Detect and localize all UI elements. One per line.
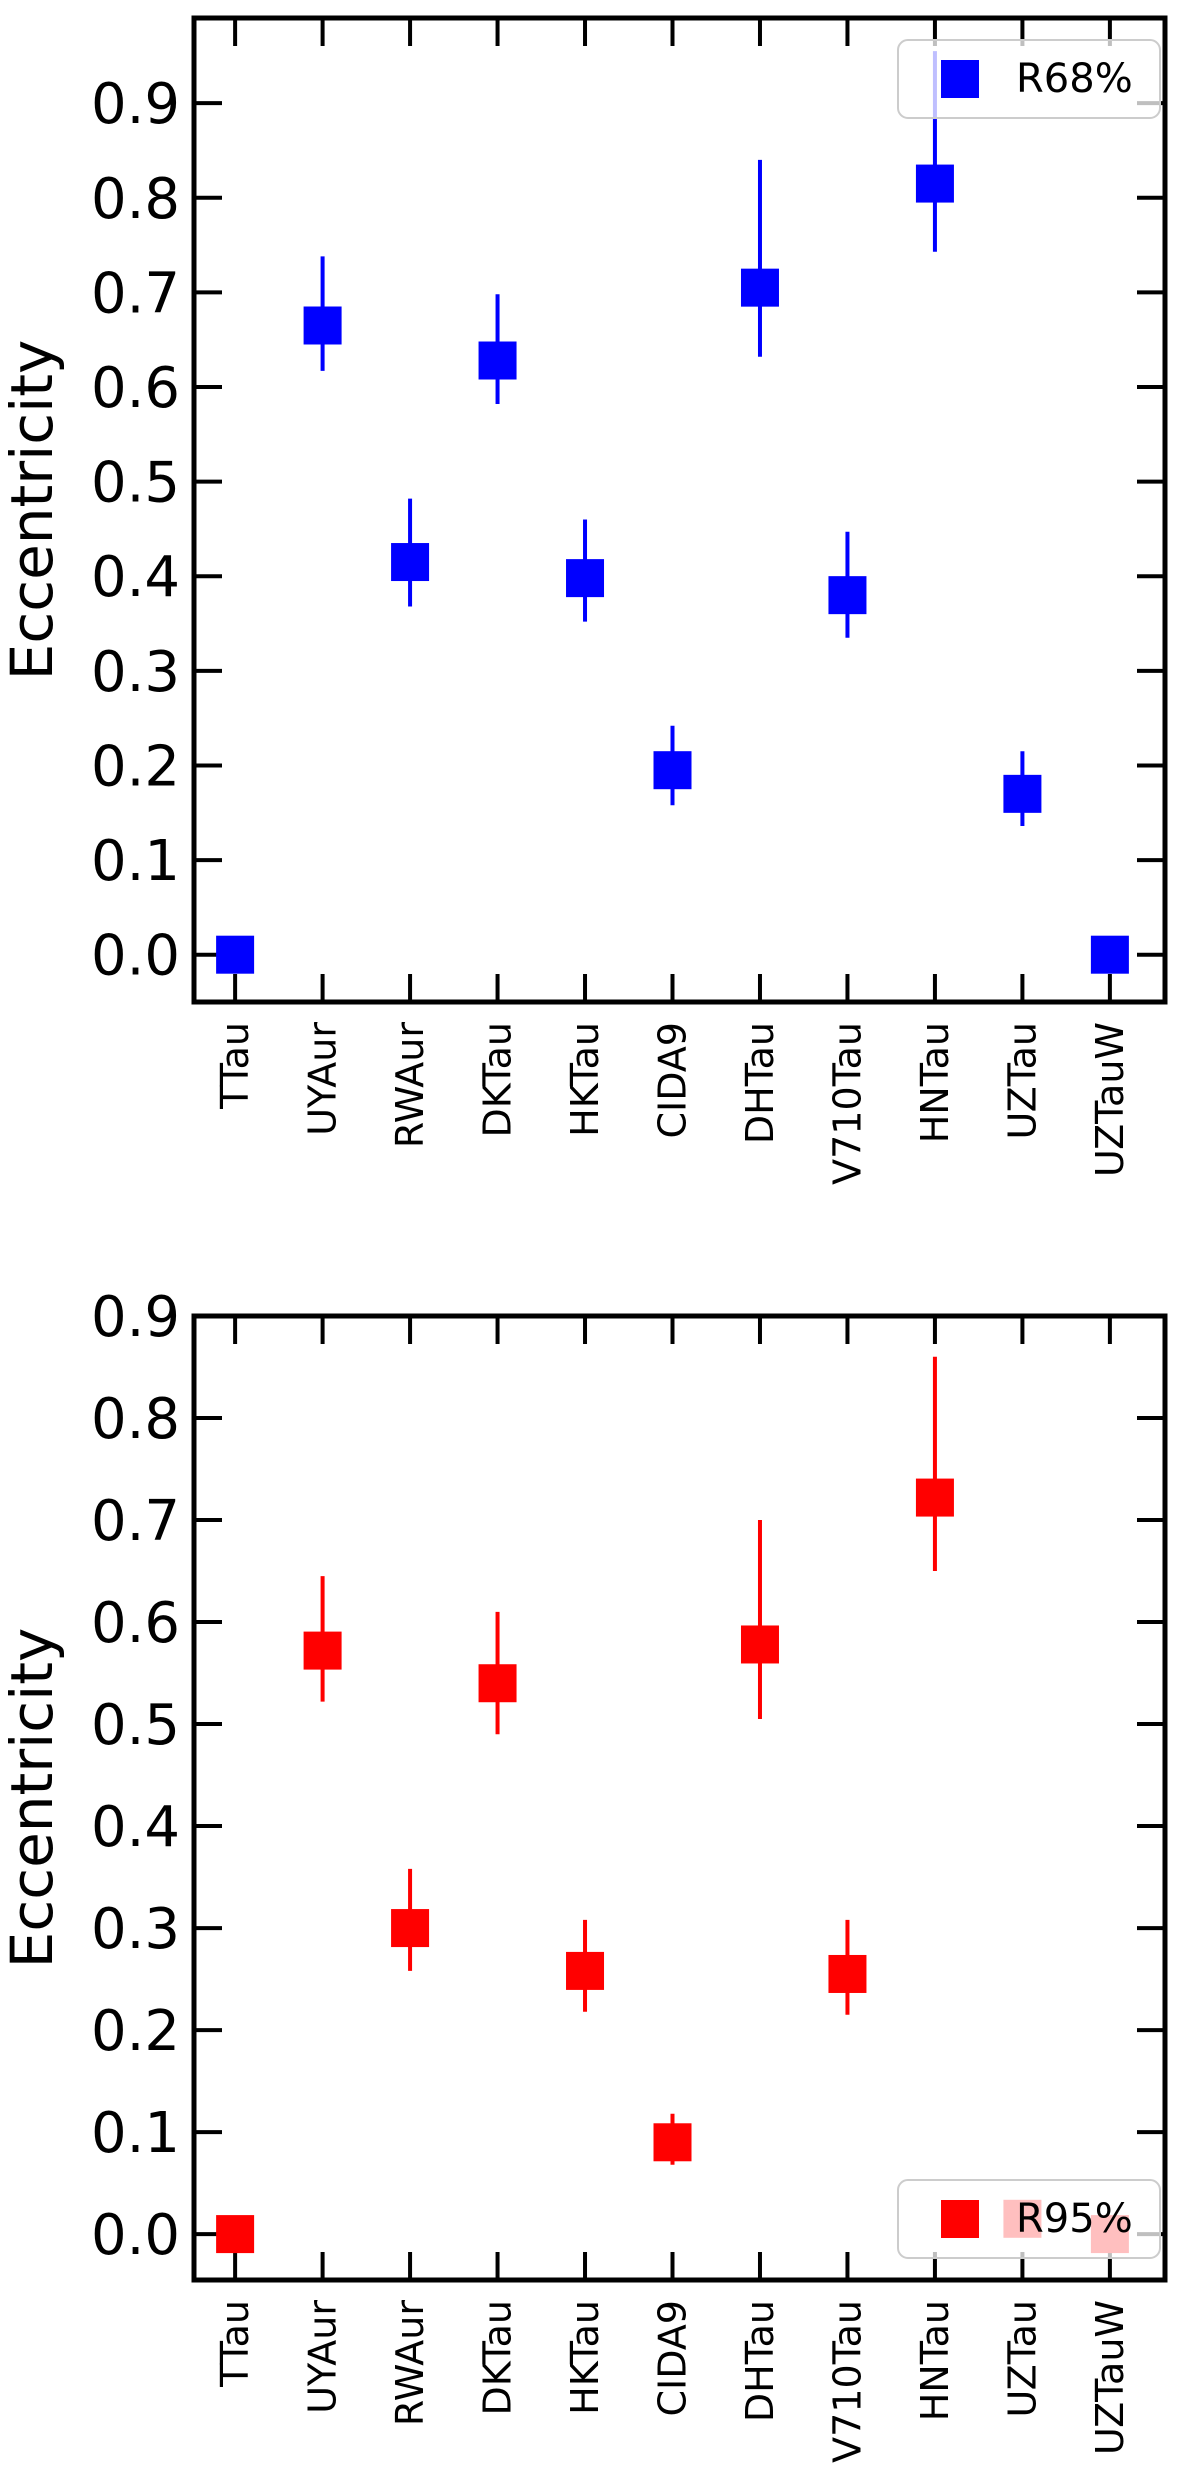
y-tick-label: 0.1 [91, 829, 180, 894]
y-tick-label: 0.7 [91, 261, 180, 326]
y-tick-label: 0.8 [91, 167, 180, 232]
y-tick-label: 0.4 [91, 1795, 180, 1860]
x-tick-label: V710Tau [825, 2300, 869, 2463]
plot-frame [191, 1313, 1168, 2283]
data-point [828, 576, 867, 615]
data-point [1090, 935, 1129, 974]
data-point [1003, 774, 1042, 813]
y-tick-label: 0.3 [91, 1897, 180, 1962]
data-point [391, 1909, 430, 1948]
x-tick-label: UZTau [1000, 1022, 1044, 1139]
x-tick-label: TTau [213, 1022, 257, 1110]
x-tick-label: CIDA9 [651, 1022, 695, 1139]
y-tick-label: 0.2 [91, 1999, 180, 2064]
data-point [303, 306, 342, 345]
legend-marker [941, 60, 979, 98]
y-tick-label: 0.9 [91, 72, 180, 137]
y-tick-label: 0.6 [91, 356, 180, 421]
y-tick-label: 0.3 [91, 640, 180, 705]
y-axis-title: Eccentricity [0, 340, 66, 681]
legend-box [897, 2179, 1161, 2259]
data-point [566, 1951, 605, 1990]
y-tick-label: 0.8 [91, 1387, 180, 1452]
legend-label: R68% [1016, 56, 1133, 102]
data-point [828, 1954, 867, 1993]
x-tick-label: HKTau [563, 2300, 607, 2415]
y-tick-label: 0.5 [91, 451, 180, 516]
data-point [566, 559, 605, 598]
top-panel: 0.0 0.1 0.2 0.3 0.4 0.5 0.6 0.7 0.8 0.9 Eccentrici… [0, 15, 1168, 1185]
x-tick-label: DHTau [738, 2300, 782, 2422]
data-point [216, 2215, 255, 2254]
data-point [478, 1664, 517, 1703]
legend-box [897, 39, 1161, 119]
x-tick-label: UZTau [1000, 2300, 1044, 2417]
y-tick-label: 0.2 [91, 734, 180, 799]
x-tick-label: DHTau [738, 1022, 782, 1144]
data-point [303, 1631, 342, 1670]
y-tick-label: 0.5 [91, 1693, 180, 1758]
data-point [740, 1625, 779, 1664]
x-tick-label: HNTau [913, 2300, 957, 2421]
y-tick-label: 0.9 [91, 1285, 180, 1350]
y-tick-label: 0.4 [91, 545, 180, 610]
x-tick-label: UZTauW [1088, 1022, 1132, 1177]
x-tick-label: UZTauW [1088, 2300, 1132, 2455]
x-tick-label: UYAur [301, 2300, 345, 2414]
data-point [740, 268, 779, 307]
y-tick-label: 0.1 [91, 2101, 180, 2166]
x-tick-label: UYAur [301, 1022, 345, 1136]
plot-frame [191, 15, 1168, 1005]
data-point [653, 2123, 692, 2162]
x-tick-label: RWAur [388, 2300, 432, 2426]
data-point [391, 543, 430, 582]
y-tick-label: 0.0 [91, 2203, 180, 2268]
x-tick-label: CIDA9 [651, 2300, 695, 2417]
y-axis-title: Eccentricity [0, 1628, 66, 1969]
x-tick-label: TTau [213, 2300, 257, 2388]
y-tick-label: 0.0 [91, 924, 180, 989]
legend-marker [941, 2200, 979, 2238]
data-point [915, 1478, 954, 1517]
data-point [653, 751, 692, 790]
y-tick-label: 0.7 [91, 1489, 180, 1554]
x-tick-label: V710Tau [825, 1022, 869, 1185]
x-tick-label: HKTau [563, 1022, 607, 1137]
y-tick-label: 0.6 [91, 1591, 180, 1656]
data-point [478, 341, 517, 380]
data-point [915, 164, 954, 203]
bottom-panel: 0.0 0.1 0.2 0.3 0.4 0.5 0.6 0.7 0.8 0.9 Eccentrici… [0, 1285, 1168, 2463]
x-tick-label: DKTau [476, 1022, 520, 1138]
x-tick-label: HNTau [913, 1022, 957, 1143]
x-tick-label: RWAur [388, 1022, 432, 1148]
legend-label: R95% [1016, 2196, 1133, 2242]
x-tick-label: DKTau [476, 2300, 520, 2416]
data-point [216, 935, 255, 974]
